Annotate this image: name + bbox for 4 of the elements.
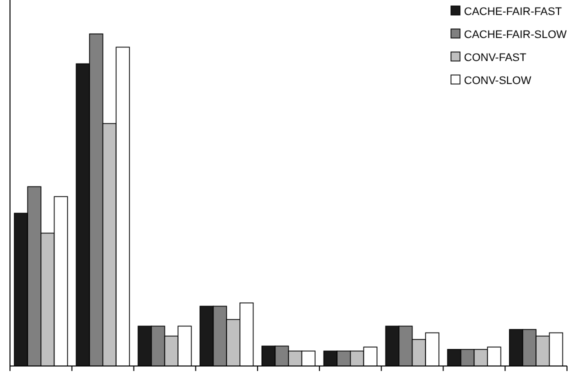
legend-label: CACHE-FAIR-FAST	[464, 6, 562, 18]
legend-label: CONV-SLOW	[464, 75, 532, 87]
legend-label: CACHE-FAIR-SLOW	[464, 29, 568, 41]
legend-label: CONV-FAST	[464, 52, 527, 64]
